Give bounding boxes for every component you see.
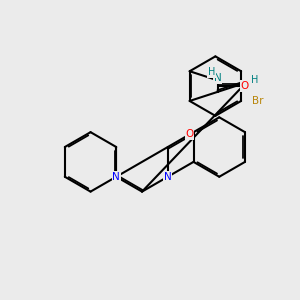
Text: N: N [112, 172, 120, 182]
Text: N: N [214, 73, 222, 83]
Text: N: N [164, 172, 172, 182]
Text: Br: Br [252, 96, 263, 106]
Text: H: H [251, 75, 258, 85]
Text: O: O [185, 129, 194, 140]
Text: O: O [241, 81, 249, 91]
Text: H: H [208, 67, 215, 77]
